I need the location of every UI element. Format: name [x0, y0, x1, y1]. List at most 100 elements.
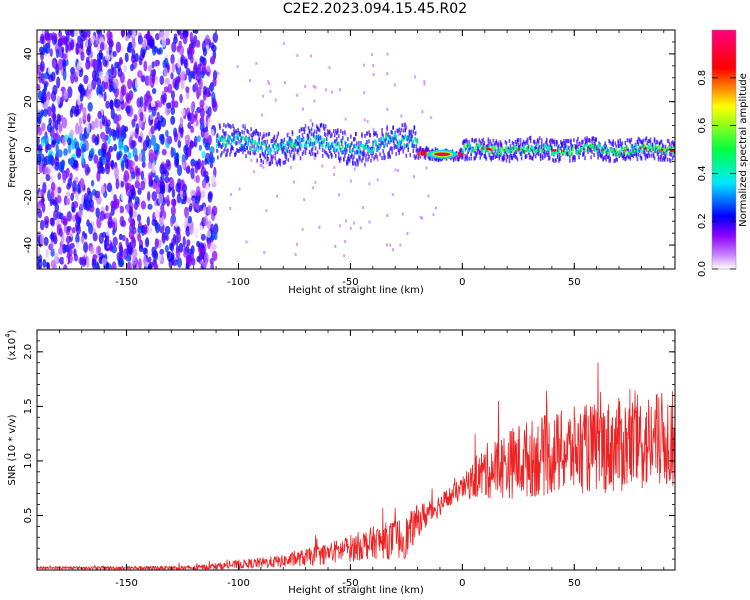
heat-halo — [366, 131, 368, 136]
heat-blob — [174, 221, 179, 228]
heat-halo — [479, 155, 482, 160]
heat-halo — [569, 154, 571, 159]
heat-blob — [185, 86, 190, 93]
heat-halo — [668, 151, 671, 156]
heat-blob — [91, 258, 97, 269]
heat-halo — [499, 143, 502, 148]
heat-halo — [281, 147, 284, 152]
heat-blob — [164, 244, 169, 253]
heat-core — [634, 149, 637, 154]
heat-halo — [253, 130, 255, 135]
heat-core — [643, 143, 646, 148]
heat-speck — [313, 99, 316, 103]
heat-blob — [147, 203, 153, 210]
heat-halo — [559, 152, 561, 157]
heat-halo — [614, 158, 617, 163]
heat-core — [519, 148, 522, 153]
heat-halo — [614, 141, 617, 146]
heat-halo — [228, 140, 230, 145]
heat-halo — [588, 145, 590, 150]
heat-halo — [242, 146, 244, 151]
heat-halo — [335, 137, 338, 142]
heat-halo — [367, 144, 369, 149]
heat-blob — [212, 77, 217, 87]
heat-halo — [584, 156, 586, 161]
heat-halo — [395, 144, 397, 149]
heat-halo — [373, 156, 375, 161]
heat-halo — [234, 152, 236, 157]
heat-halo — [539, 153, 542, 158]
heat-blob — [170, 53, 175, 65]
heat-halo — [549, 142, 552, 147]
heat-blob — [142, 247, 148, 255]
heat-halo — [416, 147, 419, 152]
heat-halo — [496, 142, 499, 147]
heat-halo — [488, 142, 491, 147]
heat-halo — [374, 154, 376, 159]
heat-core — [278, 146, 281, 151]
heat-halo — [348, 154, 350, 159]
heat-blob — [63, 148, 68, 156]
heat-halo — [672, 143, 675, 148]
heat-blob — [110, 200, 115, 208]
heat-blob — [98, 71, 104, 79]
heat-halo — [549, 138, 552, 143]
heat-core — [233, 134, 235, 139]
heat-halo — [318, 145, 321, 150]
heat-blob — [148, 256, 152, 264]
heat-blob — [197, 225, 203, 233]
heat-halo — [575, 146, 577, 151]
heat-core — [224, 138, 226, 143]
heat-halo — [292, 154, 295, 159]
heat-core — [366, 143, 368, 148]
heat-blob — [159, 211, 163, 218]
heat-core — [594, 147, 596, 152]
heat-blob — [85, 60, 91, 70]
heat-halo — [663, 156, 666, 161]
heat-blob — [97, 93, 102, 105]
heat-halo — [280, 138, 283, 143]
heat-core — [621, 146, 624, 151]
heat-blob — [139, 111, 144, 122]
heat-peak — [665, 149, 668, 152]
heat-speck — [268, 82, 271, 86]
heat-speck — [248, 132, 251, 136]
heat-halo — [293, 155, 296, 160]
heat-halo — [576, 139, 578, 144]
heat-halo — [565, 144, 567, 149]
heat-blob — [73, 159, 79, 169]
heat-halo — [622, 153, 625, 158]
heat-halo — [666, 157, 669, 162]
heat-halo — [478, 150, 481, 155]
heat-blob — [195, 203, 200, 211]
heat-halo — [625, 155, 628, 160]
heat-blob — [99, 210, 105, 221]
heat-halo — [287, 144, 290, 149]
heat-halo — [586, 141, 588, 146]
heat-core — [254, 140, 256, 145]
heat-halo — [310, 127, 313, 132]
heat-core — [219, 137, 221, 142]
heat-blob — [37, 246, 41, 258]
heat-halo — [473, 139, 476, 144]
heat-blob — [50, 190, 55, 201]
heat-blob — [89, 246, 95, 255]
heat-blob — [53, 209, 58, 221]
heat-blob — [138, 244, 144, 253]
heat-core — [555, 151, 557, 156]
heat-blob — [179, 116, 184, 129]
heat-blob — [171, 62, 176, 73]
heat-halo — [564, 142, 566, 147]
heat-blob — [151, 74, 156, 84]
heat-halo — [576, 143, 578, 148]
heat-halo — [597, 152, 599, 157]
heat-halo — [461, 154, 464, 159]
heat-halo — [249, 150, 251, 155]
heat-halo — [606, 152, 608, 157]
heat-halo — [244, 126, 246, 131]
heat-halo — [222, 142, 224, 147]
heat-blob — [129, 63, 134, 72]
heat-halo — [642, 138, 645, 143]
heat-halo — [242, 150, 244, 155]
heat-halo — [637, 142, 640, 147]
